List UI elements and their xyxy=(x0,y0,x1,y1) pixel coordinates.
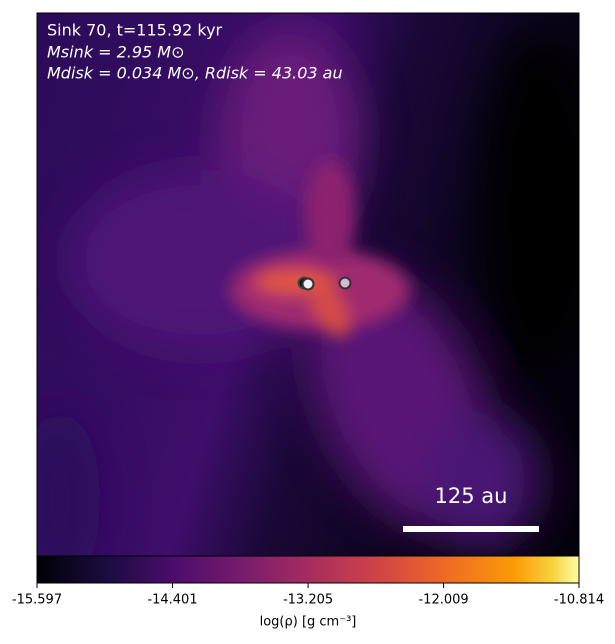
annotation: Sink 70, t=115.92 kyr xyxy=(47,21,223,40)
colorbar-tick-label: -10.814 xyxy=(554,593,604,608)
colorbar-label: log(ρ) [g cm⁻³] xyxy=(260,615,357,630)
colorbar-tick-label: -15.597 xyxy=(12,593,62,608)
scale-bar-label: 125 au xyxy=(435,484,508,508)
annotation: Msink = 2.95 M⊙ xyxy=(47,43,185,62)
colorbar-tick-label: -12.009 xyxy=(418,593,468,608)
scale-bar xyxy=(403,526,539,532)
colorbar xyxy=(36,555,580,584)
colorbar-tick-label: -14.401 xyxy=(147,593,197,608)
density-map xyxy=(37,13,579,556)
colorbar-tick-label: -13.205 xyxy=(283,593,333,608)
annotation: Mdisk = 0.034 M⊙, Rdisk = 43.03 au xyxy=(47,64,343,83)
